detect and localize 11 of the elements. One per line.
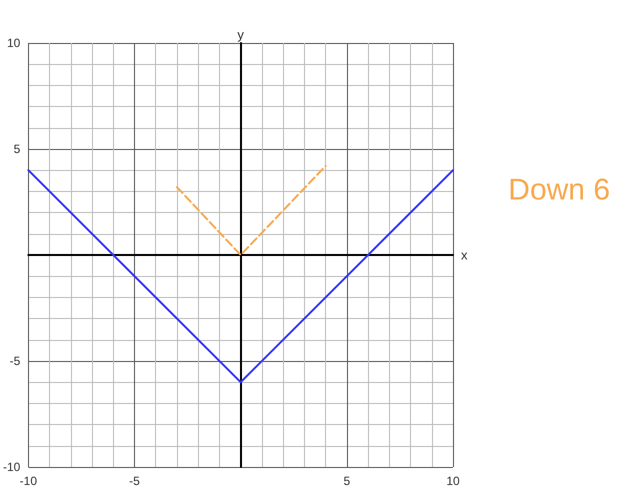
text: Down 6 xyxy=(508,174,610,206)
x-axis-title: x xyxy=(461,248,468,262)
x-tick-label: 10 xyxy=(446,474,460,487)
x-tick-label: 5 xyxy=(343,474,350,487)
y-tick-label: -5 xyxy=(10,354,21,368)
y-tick-label: 5 xyxy=(14,142,21,156)
y-axis-title: y xyxy=(237,27,244,42)
y-tick-label: -10 xyxy=(3,460,21,474)
x-tick-label: -10 xyxy=(20,474,38,487)
y-tick-label: 10 xyxy=(6,36,21,50)
x-tick-label: -5 xyxy=(129,474,140,487)
